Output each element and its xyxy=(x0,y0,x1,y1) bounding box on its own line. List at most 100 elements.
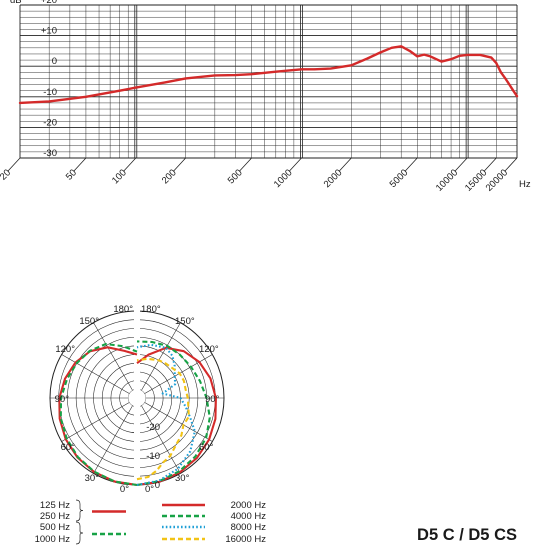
x-tick-label: 500 xyxy=(226,167,245,186)
polar-angle-label-right: 150° xyxy=(175,316,195,327)
y-tick-label: -20 xyxy=(43,117,57,128)
polar-angle-label-left: 120° xyxy=(55,344,75,355)
x-tick-mark xyxy=(7,157,21,172)
polar-grid xyxy=(49,303,225,495)
frequency-response-point xyxy=(134,86,137,89)
frequency-response-point xyxy=(508,83,511,86)
frequency-response-point xyxy=(479,53,482,56)
y-tick-label: -10 xyxy=(43,87,57,98)
frequency-response-point xyxy=(400,45,403,48)
legend-left-label: 500 Hz xyxy=(40,522,70,533)
x-tick-label: 20 xyxy=(0,167,13,182)
x-tick-label: 5000 xyxy=(388,167,411,190)
y-tick-label: +20 xyxy=(41,0,57,6)
x-axis-label: Hz xyxy=(519,179,531,190)
frequency-response-point xyxy=(450,58,452,61)
frequency-response-point xyxy=(379,51,382,54)
polar-center-hole xyxy=(128,389,146,407)
x-tick-mark xyxy=(289,157,302,172)
frequency-response-grid xyxy=(19,4,518,159)
polar-radial-label: -10 xyxy=(146,451,160,462)
polar-spoke xyxy=(93,322,133,391)
model-label: D5 C / D5 CS xyxy=(417,526,517,544)
polar-angle-label-left: 180° xyxy=(113,304,133,315)
x-tick-label: 15000 xyxy=(463,167,489,193)
right-polar-line-2 xyxy=(136,343,196,487)
polar-radial-label: 0 xyxy=(155,480,160,491)
frequency-response-point xyxy=(300,68,303,71)
polar-spoke xyxy=(144,354,213,394)
polar-spoke xyxy=(61,354,130,394)
legend-brace xyxy=(75,521,84,545)
polar-angle-label-right: 0° xyxy=(145,484,154,495)
y-tick-label: -30 xyxy=(43,148,57,159)
polar-series xyxy=(58,340,217,487)
legend-right-label: 2000 Hz xyxy=(231,500,267,511)
polar-labels: 180° 180° 150° 150° 120° 120° 90° 90° 60° 60° 30° 3… xyxy=(55,304,220,495)
frequency-response-point xyxy=(490,56,493,59)
frequency-response-series xyxy=(18,45,519,105)
x-tick-mark xyxy=(73,157,87,172)
y-tick-label: 0 xyxy=(52,56,57,67)
y-tick-label: +10 xyxy=(41,26,57,37)
x-tick-mark xyxy=(454,157,468,172)
x-tick-mark xyxy=(504,157,518,172)
frequency-response-point xyxy=(423,53,426,56)
frequency-response-point xyxy=(19,102,21,104)
y-axis-label: dB xyxy=(10,0,22,6)
frequency-response-point xyxy=(329,67,332,70)
frequency-response-point xyxy=(458,54,461,57)
frequency-response-point xyxy=(500,71,502,74)
frequency-response-line xyxy=(18,45,519,105)
frequency-response-point xyxy=(85,95,87,98)
right-polar-line-1 xyxy=(136,340,211,487)
legend-brace xyxy=(75,499,84,522)
x-tick-mark xyxy=(484,157,497,172)
frequency-response-point xyxy=(350,64,353,67)
right-polar-line-0 xyxy=(136,346,217,487)
frequency-response-point xyxy=(495,62,498,65)
frequency-response-point xyxy=(366,57,369,60)
polar-angle-label-left: 90° xyxy=(55,394,70,405)
frequency-response-point xyxy=(408,50,411,52)
polar-angle-label-right: 60° xyxy=(199,442,214,453)
polar-angle-label-right: 180° xyxy=(141,304,161,315)
frequency-response-point xyxy=(466,53,469,56)
x-tick-label: 200 xyxy=(160,167,179,186)
left-polar-line-0 xyxy=(58,346,138,487)
polar-angle-label-right: 120° xyxy=(199,344,219,355)
x-tick-mark xyxy=(239,157,252,172)
polar-spoke xyxy=(93,405,133,474)
legend-right-label: 8000 Hz xyxy=(231,522,267,533)
polar-angle-label-left: 150° xyxy=(79,316,99,327)
right-polar-line-3 xyxy=(136,357,190,481)
frequency-response-point xyxy=(48,100,51,103)
polar-spoke xyxy=(141,322,181,391)
polar-radial-label: -20 xyxy=(146,422,160,433)
polar-spoke xyxy=(141,405,181,474)
legend-right-label: 4000 Hz xyxy=(231,511,267,522)
x-tick-label: 100 xyxy=(110,167,129,186)
polar-spoke xyxy=(144,402,213,442)
frequency-response-point xyxy=(250,73,253,76)
frequency-response-point xyxy=(416,55,419,58)
frequency-response-point xyxy=(429,55,432,58)
legend-right-label: 16000 Hz xyxy=(225,534,266,545)
x-tick-label: 1000 xyxy=(272,167,295,190)
frequency-response-point xyxy=(313,68,316,71)
x-tick-label: 50 xyxy=(64,167,79,182)
frequency-response-point xyxy=(234,74,237,76)
left-polar-line-1 xyxy=(59,342,138,487)
x-tick-mark xyxy=(173,157,186,172)
frequency-response-point xyxy=(118,89,121,92)
polar-angle-label-right: 90° xyxy=(205,394,220,405)
polar-angle-label-left: 60° xyxy=(61,442,76,453)
frequency-response-point xyxy=(184,77,187,80)
polar-angle-label-left: 30° xyxy=(85,473,100,484)
legend-left-label: 1000 Hz xyxy=(35,534,71,545)
legend-left-label: 250 Hz xyxy=(40,511,70,522)
frequency-response-point xyxy=(512,89,515,92)
x-tick-mark xyxy=(123,157,137,172)
